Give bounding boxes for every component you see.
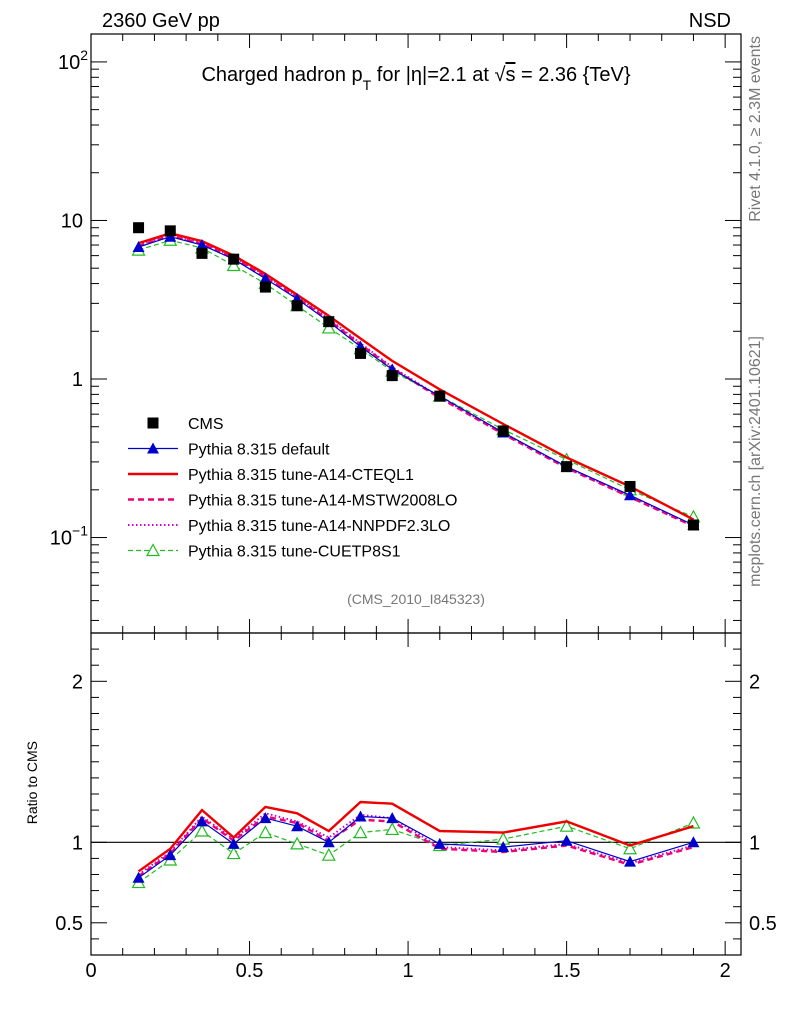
data-point-cms [497,425,509,437]
legend: CMS Pythia 8.315 default Pythia 8.315 tune… [128,416,457,561]
legend-label-cms: CMS [188,416,224,433]
legend-label-cuetp8s1: Pythia 8.315 tune-CUETP8S1 [188,544,401,561]
x-tick-label: 0 [85,960,96,982]
data-point-cms [434,390,446,402]
legend-label-default: Pythia 8.315 default [188,442,330,459]
data-point-cms [196,247,208,259]
data-point-cuetp8s1 [321,320,336,334]
ratio-point-default [433,837,446,849]
series-line-default [138,236,694,526]
data-point-cms [687,519,699,531]
ratio-line-nnpdf [138,812,694,876]
ratio-point-default [624,855,637,867]
data-point-cms [561,461,573,473]
data-point-cms [323,316,335,328]
legend-marker-cuetp8s1 [145,543,161,557]
ratio-point-cuetp8s1 [385,822,400,836]
ratio-point-default [322,836,335,848]
data-point-default [132,241,145,253]
ratio-point-default [291,820,304,832]
data-point-cms [164,225,176,237]
plot-title: Charged hadron pT for |η|=2.1 at √s = 2.… [201,64,630,93]
legend-label-cteql1: Pythia 8.315 tune-A14-CTEQL1 [188,467,414,484]
y-tick-label: 1 [72,369,83,391]
legend-label-mstw: Pythia 8.315 tune-A14-MSTW2008LO [188,493,457,510]
y-tick-label: 10−1 [50,523,88,550]
ratio-point-cuetp8s1 [290,836,305,850]
chart-marks [131,222,701,889]
mcplots-reference-label: mcplots.cern.ch [arXiv:2401.10621] [747,336,764,587]
ratio-y-tick-label: 1 [72,832,83,854]
x-tick-label: 1.5 [553,960,581,982]
legend-label-nnpdf: Pythia 8.315 tune-A14-NNPDF2.3LO [188,518,450,535]
data-point-cms [291,300,303,312]
ratio-y-tick-label-right: 2 [749,671,760,693]
ratio-plot-frame [90,632,742,956]
ratio-line-mstw [137,815,694,878]
y-tick-label: 10 [61,210,83,232]
data-point-cms [355,347,367,359]
data-point-cms [133,222,145,234]
ratio-line-cteql1 [137,800,694,873]
legend-marker-default [147,442,159,454]
ratio-point-cuetp8s1 [226,846,241,860]
series-line-mstw [138,234,694,528]
ratio-point-cuetp8s1 [623,841,638,855]
ratio-y-tick-label-right: 0.5 [749,913,777,935]
x-tick-label: 0.5 [236,960,264,982]
ratio-point-default [164,849,177,861]
x-tick-label: 2 [720,960,731,982]
y-tick-label: 102 [58,47,88,74]
process-label: NSD [689,10,731,32]
analysis-id-label: (CMS_2010_I845323) [347,591,485,607]
ratio-point-default [560,834,573,846]
ratio-y-tick-label: 2 [72,671,83,693]
ratio-point-cuetp8s1 [321,847,336,861]
legend-marker-cms [147,417,159,429]
x-tick-label: 1 [403,960,414,982]
ratio-point-cuetp8s1 [559,818,574,832]
data-point-default [195,239,208,251]
data-point-cms [624,480,636,492]
series-line-cteql1 [138,232,694,521]
ratio-point-default [386,812,399,824]
rivet-version-label: Rivet 4.1.0, ≥ 2.3M events [747,36,764,222]
data-point-cms [259,281,271,293]
ratio-y-axis-label: Ratio to CMS [24,741,40,824]
series-line-cuetp8s1 [138,239,694,518]
data-point-default [624,489,637,501]
ratio-point-default [132,871,145,883]
ratio-point-default [195,815,208,827]
ratio-point-default [227,837,240,849]
ratio-point-default [687,836,700,848]
axes: 0 0.5 1 1.5 2 10−1 1 10 102 0.5 0.5 1 1 2 2 [50,34,777,982]
energy-label: 2360 GeV pp [102,10,220,32]
ratio-point-cuetp8s1 [686,815,701,829]
data-point-default [259,272,272,284]
ratio-point-cuetp8s1 [353,825,368,839]
data-point-cms [386,370,398,382]
ratio-y-tick-label-right: 1 [749,832,760,854]
ratio-point-default [497,841,510,853]
ratio-point-default [259,812,272,824]
ratio-point-default [354,810,367,822]
ratio-y-tick-label: 0.5 [55,913,83,935]
ratio-point-cuetp8s1 [258,825,273,839]
data-point-cuetp8s1 [226,258,241,272]
ratio-point-cuetp8s1 [194,823,209,837]
data-point-cms [228,253,240,265]
